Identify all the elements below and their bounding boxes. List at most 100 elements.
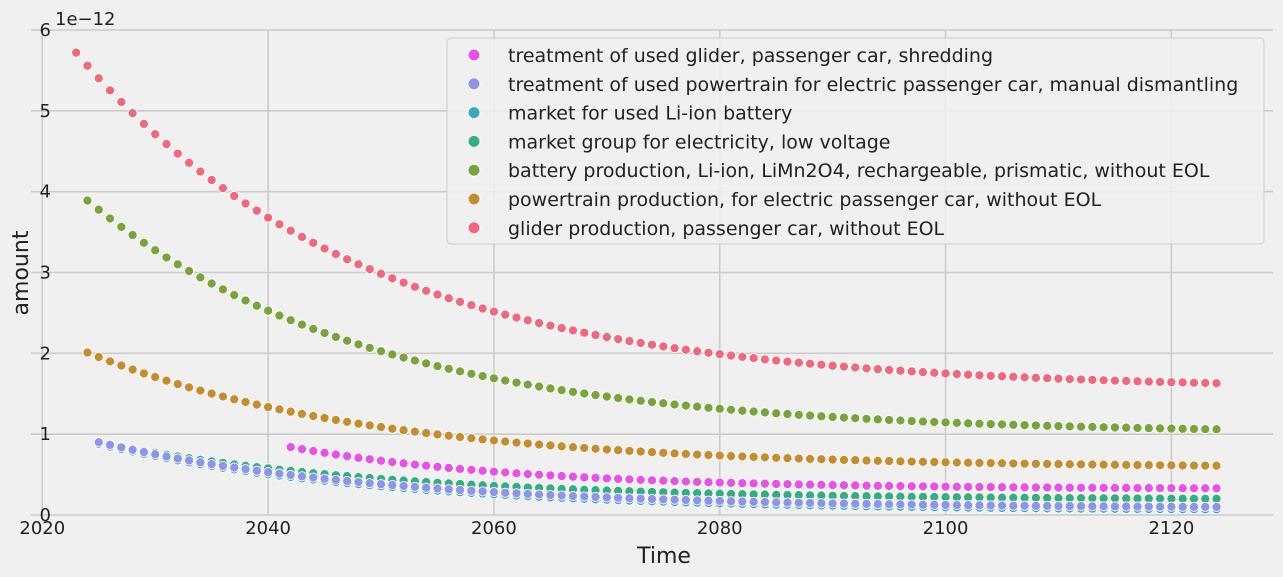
powertrain-production-point (1177, 460, 1188, 471)
powertrain-production-point (342, 416, 353, 427)
powertrain-production-point (692, 449, 703, 460)
x-tick-label: 2080 (697, 518, 743, 539)
glider-treatment-point (443, 462, 454, 473)
powertrain-production-point (646, 447, 658, 458)
glider-production-point (263, 212, 274, 223)
powertrain-production-point (703, 449, 714, 461)
powertrain-treatment-point (861, 498, 872, 509)
powertrain-production-point (805, 453, 816, 464)
powertrain-treatment-point (850, 498, 861, 509)
powertrain-treatment-point (951, 500, 962, 511)
battery-production-point (375, 346, 387, 357)
glider-treatment-point (1008, 482, 1019, 493)
powertrain-treatment-point (308, 472, 319, 483)
glider-production-point (353, 259, 364, 270)
glider-production-point (93, 73, 104, 84)
glider-production-point (240, 198, 251, 209)
powertrain-production-point (1076, 459, 1087, 470)
powertrain-treatment-point (421, 482, 432, 493)
powertrain-production-point (579, 442, 590, 454)
powertrain-production-point (172, 379, 183, 390)
powertrain-treatment-point (929, 499, 940, 510)
legend-box (446, 37, 1265, 245)
glider-production-point (296, 231, 308, 242)
battery-production-point (342, 335, 353, 346)
powertrain-treatment-point (658, 494, 669, 505)
powertrain-treatment-point (1211, 501, 1222, 512)
glider-treatment-point (1188, 483, 1200, 494)
glider-treatment-point (364, 454, 375, 465)
glider-production-point (1098, 375, 1109, 386)
glider-treatment-point (1121, 482, 1132, 494)
glider-production-point (319, 243, 330, 254)
powertrain-production-point (1143, 460, 1154, 471)
glider-production-point (748, 353, 759, 364)
glider-treatment-point (556, 471, 567, 482)
glider-production-point (906, 366, 917, 377)
battery-production-point (1053, 421, 1064, 432)
glider-treatment-point (296, 444, 308, 455)
glider-treatment-point (454, 463, 466, 474)
powertrain-production-point (951, 457, 962, 468)
battery-production-point (635, 395, 646, 406)
powertrain-treatment-point (1019, 500, 1030, 511)
glider-production-point (1053, 373, 1064, 384)
powertrain-treatment-point (342, 475, 353, 487)
glider-production-point (217, 183, 228, 194)
battery-production-point (996, 419, 1008, 430)
battery-production-point (1087, 421, 1098, 433)
glider-treatment-point (1177, 483, 1188, 494)
battery-production-point (579, 388, 590, 399)
powertrain-treatment-point (296, 471, 308, 482)
powertrain-treatment-point (229, 462, 240, 473)
powertrain-production-point (613, 445, 624, 456)
glider-production-point (161, 139, 172, 150)
glider-production-point (782, 356, 793, 367)
battery-production-point (364, 342, 375, 353)
battery-production-point (1008, 419, 1019, 430)
powertrain-production-point (567, 442, 579, 453)
glider-treatment-point (398, 458, 409, 469)
glider-production-point (545, 320, 556, 331)
powertrain-production-point (1019, 458, 1030, 469)
glider-production-point (940, 368, 951, 379)
powertrain-treatment-point (692, 495, 703, 506)
powertrain-treatment-point (116, 442, 127, 453)
glider-treatment-point (1019, 482, 1030, 493)
powertrain-treatment-point (206, 459, 217, 470)
glider-production-point (714, 349, 725, 360)
powertrain-production-point (635, 446, 646, 457)
powertrain-treatment-point (1177, 501, 1188, 512)
glider-treatment-point (737, 478, 748, 489)
battery-production-point (1030, 420, 1041, 431)
glider-production-point (229, 190, 240, 202)
legend-marker (467, 48, 481, 62)
legend-label: powertrain production, for electric pass… (508, 189, 1102, 211)
glider-production-point (624, 335, 635, 347)
battery-production-point (680, 400, 691, 411)
glider-production-point (658, 341, 669, 352)
glider-production-point (522, 315, 533, 326)
powertrain-treatment-point (895, 499, 906, 510)
glider-production-point (1019, 372, 1030, 383)
glider-treatment-point (285, 442, 296, 453)
powertrain-treatment-point (613, 492, 624, 503)
powertrain-production-point (364, 420, 375, 431)
powertrain-production-point (782, 453, 793, 464)
powertrain-treatment-point (974, 500, 985, 511)
glider-production-point (1177, 377, 1188, 388)
powertrain-treatment-point (1109, 501, 1120, 512)
glider-production-point (816, 359, 827, 370)
battery-production-point (590, 390, 601, 401)
battery-production-point (296, 319, 308, 330)
glider-production-point (737, 351, 748, 362)
powertrain-treatment-point (703, 495, 714, 506)
powertrain-treatment-point (985, 500, 996, 511)
powertrain-production-point (375, 422, 387, 433)
glider-treatment-point (1098, 482, 1109, 493)
glider-treatment-point (692, 476, 703, 487)
battery-production-point (319, 327, 330, 339)
powertrain-treatment-point (624, 493, 635, 504)
powertrain-production-point (963, 457, 974, 468)
glider-production-point (195, 166, 206, 177)
